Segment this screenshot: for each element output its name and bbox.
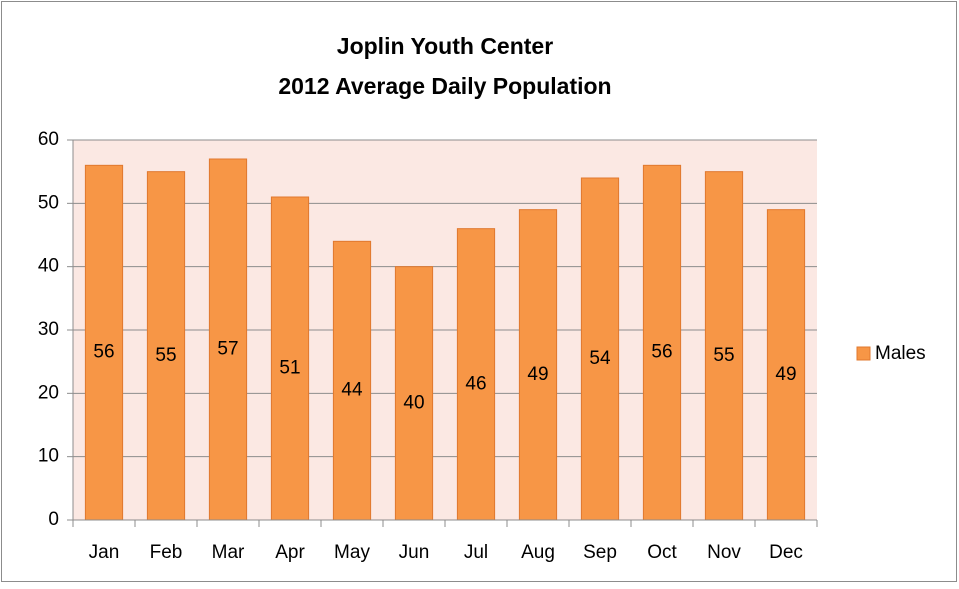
x-tick-label: Jun [399,542,430,563]
chart-subtitle: 2012 Average Daily Population [278,73,611,99]
bar [146,171,186,521]
y-tick-label: 50 [38,192,59,213]
bar [518,209,558,521]
x-tick-label: Jul [464,542,488,563]
data-label: 57 [217,339,238,360]
x-tick-label: Sep [583,542,617,563]
data-label: 55 [155,345,176,366]
data-label: 46 [465,373,486,394]
bar [456,228,496,521]
bar [766,209,806,521]
data-label: 54 [589,348,611,369]
chart-title: Joplin Youth Center [337,33,553,59]
bar [270,196,310,521]
bar [208,158,248,521]
x-tick-label: Dec [769,542,803,563]
data-label: 56 [651,342,672,363]
bar [84,164,124,521]
x-tick-label: Apr [275,542,305,563]
y-tick-label: 40 [38,256,59,277]
x-tick-label: Feb [150,542,183,563]
x-tick-label: Mar [212,542,245,563]
y-tick-label: 10 [38,446,59,467]
data-label: 40 [403,392,424,413]
legend-label: Males [875,343,926,364]
data-label: 44 [341,380,363,401]
y-tick-label: 30 [38,319,59,340]
bar [332,240,372,521]
bar [642,164,682,521]
bar [394,266,434,521]
data-label: 56 [93,342,114,363]
y-tick-label: 0 [48,509,59,530]
data-label: 51 [279,358,300,379]
bar [704,171,744,521]
bar [580,177,620,521]
x-tick-label: Jan [89,542,120,563]
data-label: 55 [713,345,734,366]
legend-swatch [856,346,871,361]
x-tick-label: Oct [647,542,677,563]
data-label: 49 [775,364,796,385]
x-tick-label: Nov [707,542,741,563]
y-tick-label: 20 [38,382,59,403]
x-tick-label: May [334,542,370,563]
y-tick-label: 60 [38,129,59,150]
data-label: 49 [527,364,548,385]
x-tick-label: Aug [521,542,555,563]
